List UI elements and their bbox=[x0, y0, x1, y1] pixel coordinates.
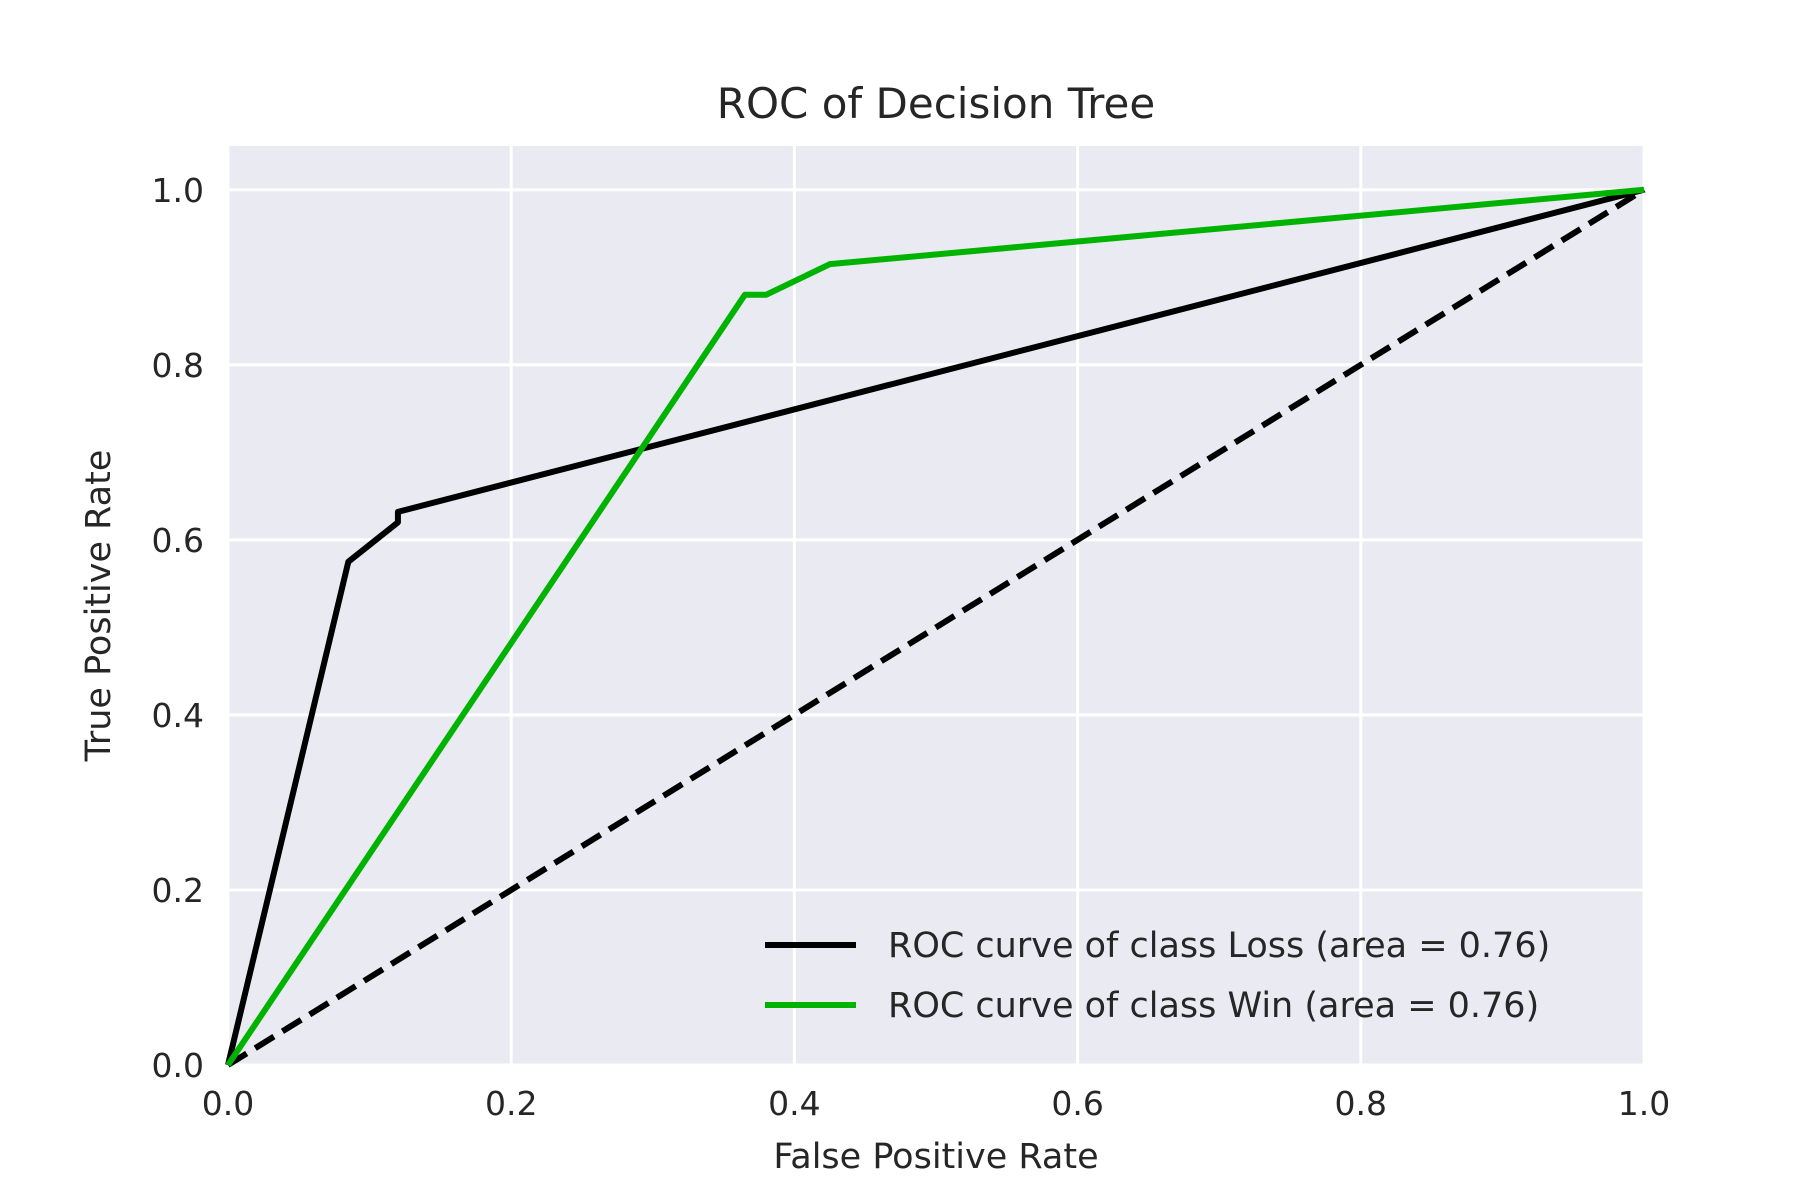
series-lines bbox=[225, 186, 1646, 1068]
x-tick-label: 0.0 bbox=[202, 1084, 254, 1123]
y-tick-label: 0.6 bbox=[152, 521, 204, 560]
chance-line bbox=[226, 187, 1646, 1068]
y-tick-label: 1.0 bbox=[152, 171, 204, 210]
x-axis-label: False Positive Rate bbox=[773, 1137, 1098, 1177]
series-line-0 bbox=[225, 186, 1645, 1066]
x-tick-label: 0.8 bbox=[1335, 1084, 1387, 1123]
y-tick-label: 0.4 bbox=[152, 696, 204, 735]
x-tick-label: 1.0 bbox=[1618, 1084, 1670, 1123]
y-tick-label: 0.0 bbox=[152, 1046, 204, 1085]
y-tick-label: 0.8 bbox=[152, 346, 204, 385]
x-tick-label: 0.6 bbox=[1051, 1084, 1103, 1123]
y-tick-label: 0.2 bbox=[152, 871, 204, 910]
plot-background bbox=[228, 146, 1644, 1065]
x-tick-label: 0.4 bbox=[768, 1084, 820, 1123]
legend: ROC curve of class Loss (area = 0.76) ROC… bbox=[765, 926, 1550, 1026]
y-tick-labels: 0.0 0.2 0.4 0.6 0.8 1.0 bbox=[152, 171, 204, 1085]
series-line-1 bbox=[225, 186, 1645, 1067]
x-tick-labels: 0.0 0.2 0.4 0.6 0.8 1.0 bbox=[202, 1084, 1670, 1123]
x-tick-label: 0.2 bbox=[485, 1084, 537, 1123]
legend-label: ROC curve of class Loss (area = 0.76) bbox=[888, 926, 1550, 966]
legend-label: ROC curve of class Win (area = 0.76) bbox=[888, 986, 1539, 1026]
y-axis-label: True Positive Rate bbox=[79, 450, 119, 763]
chart-title: ROC of Decision Tree bbox=[717, 79, 1155, 128]
